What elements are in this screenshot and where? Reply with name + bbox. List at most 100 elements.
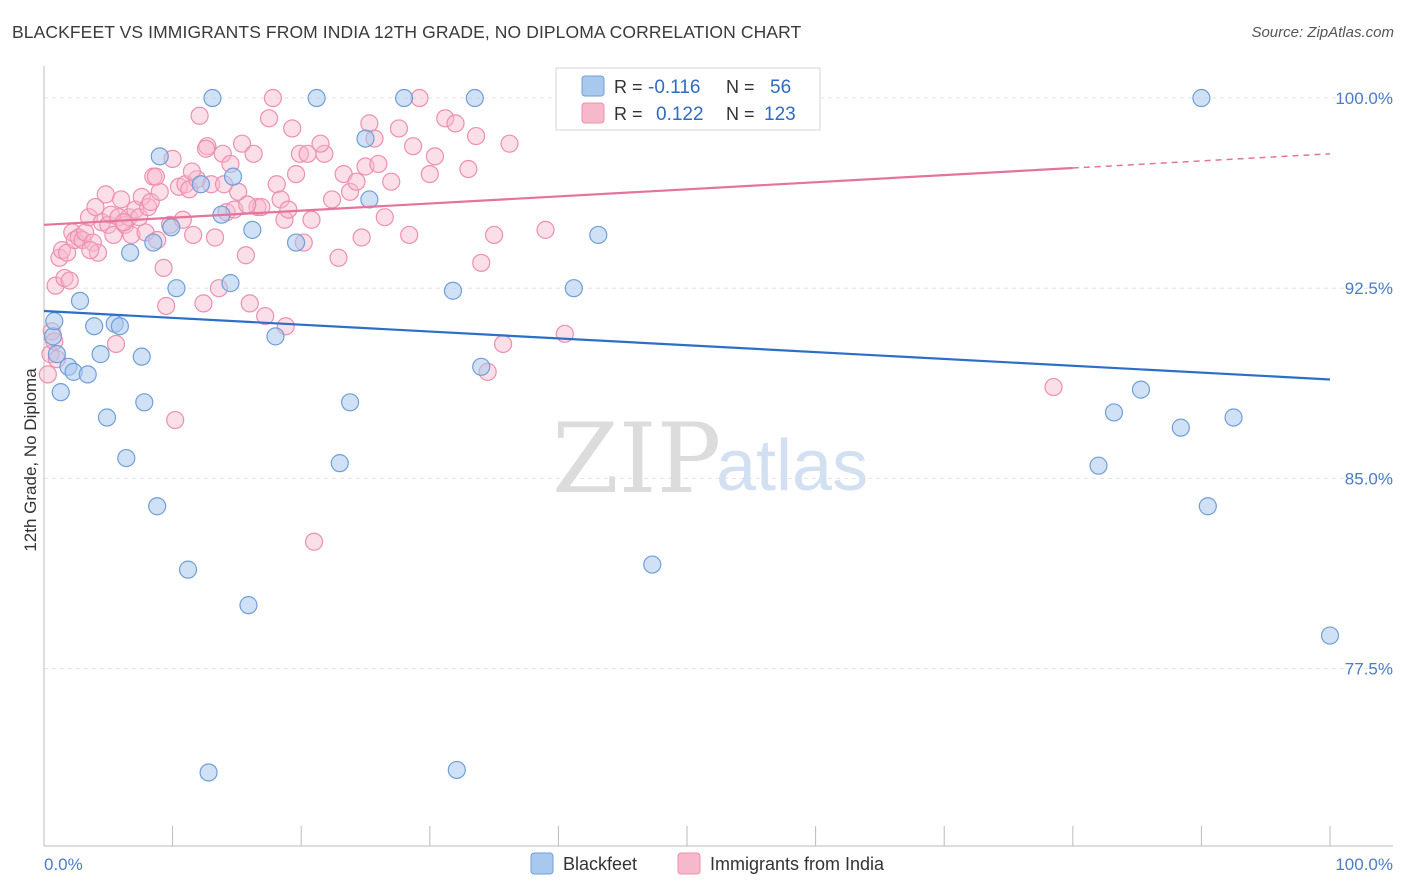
y-tick-label-2: 92.5%	[1345, 279, 1393, 298]
blackfeet-point-8	[85, 317, 104, 336]
india-trend-line	[43, 166, 1073, 226]
india-point-57	[213, 144, 232, 163]
blackfeet-point-15	[132, 347, 151, 366]
blackfeet-point-56	[1320, 626, 1340, 645]
india-point-52	[194, 294, 213, 313]
india-point-64	[240, 294, 259, 313]
blackfeet-point-13	[117, 448, 136, 468]
india-point-98	[425, 147, 445, 166]
blackfeet-point-10	[97, 408, 117, 427]
india-point-120	[146, 167, 165, 186]
blackfeet-point-37	[360, 190, 379, 209]
blackfeet-point-40	[447, 760, 466, 780]
blackfeet-point-24	[199, 763, 218, 782]
india-point-33	[132, 187, 151, 207]
blackfeet-point-29	[239, 596, 258, 615]
india-point-108	[536, 220, 555, 239]
watermark-zip: ZIP	[552, 403, 721, 515]
india-point-10	[60, 271, 79, 290]
india-point-106	[494, 334, 513, 354]
blackfeet-point-39	[443, 281, 463, 300]
blackfeet-point-7	[78, 365, 97, 384]
india-point-35	[139, 197, 158, 217]
india-trend-line-extension	[1072, 153, 1331, 169]
legend-swatch-blackfeet	[581, 75, 605, 97]
india-point-97	[420, 164, 439, 184]
india-point-21	[96, 185, 115, 204]
legend-n-value-blackfeet: 56	[770, 77, 791, 98]
india-point-40	[154, 258, 173, 278]
bottom-legend-swatch-blackfeet	[530, 852, 554, 875]
india-point-24	[104, 225, 123, 245]
watermark: ZIP atlas	[552, 403, 868, 515]
india-point-27	[112, 190, 131, 209]
legend-n-label-india: N =	[726, 104, 755, 124]
blackfeet-point-27	[221, 274, 240, 293]
india-point-67	[252, 197, 271, 217]
india-point-76	[286, 164, 306, 184]
india-point-75	[283, 119, 302, 138]
blackfeet-point-42	[472, 357, 491, 376]
india-point-101	[459, 159, 478, 179]
india-point-81	[315, 144, 334, 163]
legend: R = -0.116 N = 56 R = 0.122 N = 123	[555, 67, 821, 131]
blackfeet-point-49	[1089, 456, 1108, 475]
india-point-123	[375, 208, 394, 227]
india-point-118	[81, 241, 100, 260]
india-point-85	[340, 182, 360, 201]
india-point-89	[360, 114, 379, 133]
india-point-96	[410, 88, 429, 108]
india-point-74	[279, 200, 298, 219]
india-point-113	[196, 139, 216, 158]
india-point-0	[38, 365, 57, 384]
chart-title: BLACKFEET VS IMMIGRANTS FROM INDIA 12TH …	[12, 22, 802, 42]
blackfeet-point-17	[144, 233, 163, 252]
india-point-71	[267, 175, 286, 194]
blackfeet-point-0	[43, 327, 63, 346]
blackfeet-point-31	[266, 327, 285, 346]
india-point-115	[238, 195, 257, 214]
india-point-25	[106, 334, 126, 354]
blackfeet-point-23	[191, 175, 210, 194]
india-point-70	[263, 88, 283, 108]
blackfeet-point-45	[589, 225, 608, 245]
legend-r-label-blackfeet: R =	[614, 77, 643, 97]
india-point-87	[352, 228, 371, 247]
blackfeet-point-50	[1104, 403, 1124, 422]
blackfeet-point-22	[178, 560, 198, 579]
india-point-77	[290, 144, 310, 163]
bottom-legend-swatch-india	[677, 852, 701, 875]
india-point-44	[166, 410, 185, 430]
blackfeet-point-21	[167, 279, 186, 298]
india-point-99	[436, 109, 455, 128]
trend-lines	[43, 153, 1331, 381]
india-point-55	[205, 228, 225, 247]
blackfeet-point-38	[394, 88, 414, 108]
legend-n-label-blackfeet: N =	[726, 77, 755, 97]
india-point-112	[1044, 377, 1063, 397]
india-point-36	[141, 192, 160, 212]
india-point-93	[389, 119, 409, 138]
bottom-legend-label-india: Immigrants from India	[710, 854, 885, 874]
india-point-117	[311, 134, 330, 153]
india-point-82	[322, 190, 342, 209]
blackfeet-point-53	[1192, 88, 1211, 108]
india-point-8	[55, 268, 74, 288]
blackfeet-point-14	[121, 243, 140, 262]
legend-r-value-blackfeet: -0.116	[648, 77, 700, 98]
blackfeet-point-46	[643, 555, 662, 574]
india-point-7	[52, 241, 72, 260]
axis-layer	[43, 66, 1393, 847]
blackfeet-point-35	[340, 393, 360, 412]
blackfeet-point-30	[243, 220, 262, 239]
x-tick-label-max: 100.0%	[1335, 855, 1393, 874]
india-point-92	[382, 172, 401, 191]
y-tick-label-0: 77.5%	[1345, 660, 1393, 679]
india-point-69	[259, 109, 279, 128]
india-point-39	[150, 182, 169, 201]
india-point-95	[403, 137, 423, 156]
blackfeet-point-19	[150, 147, 169, 166]
bottom-legend-label-blackfeet: Blackfeet	[563, 854, 637, 874]
blackfeet-point-44	[564, 279, 583, 298]
